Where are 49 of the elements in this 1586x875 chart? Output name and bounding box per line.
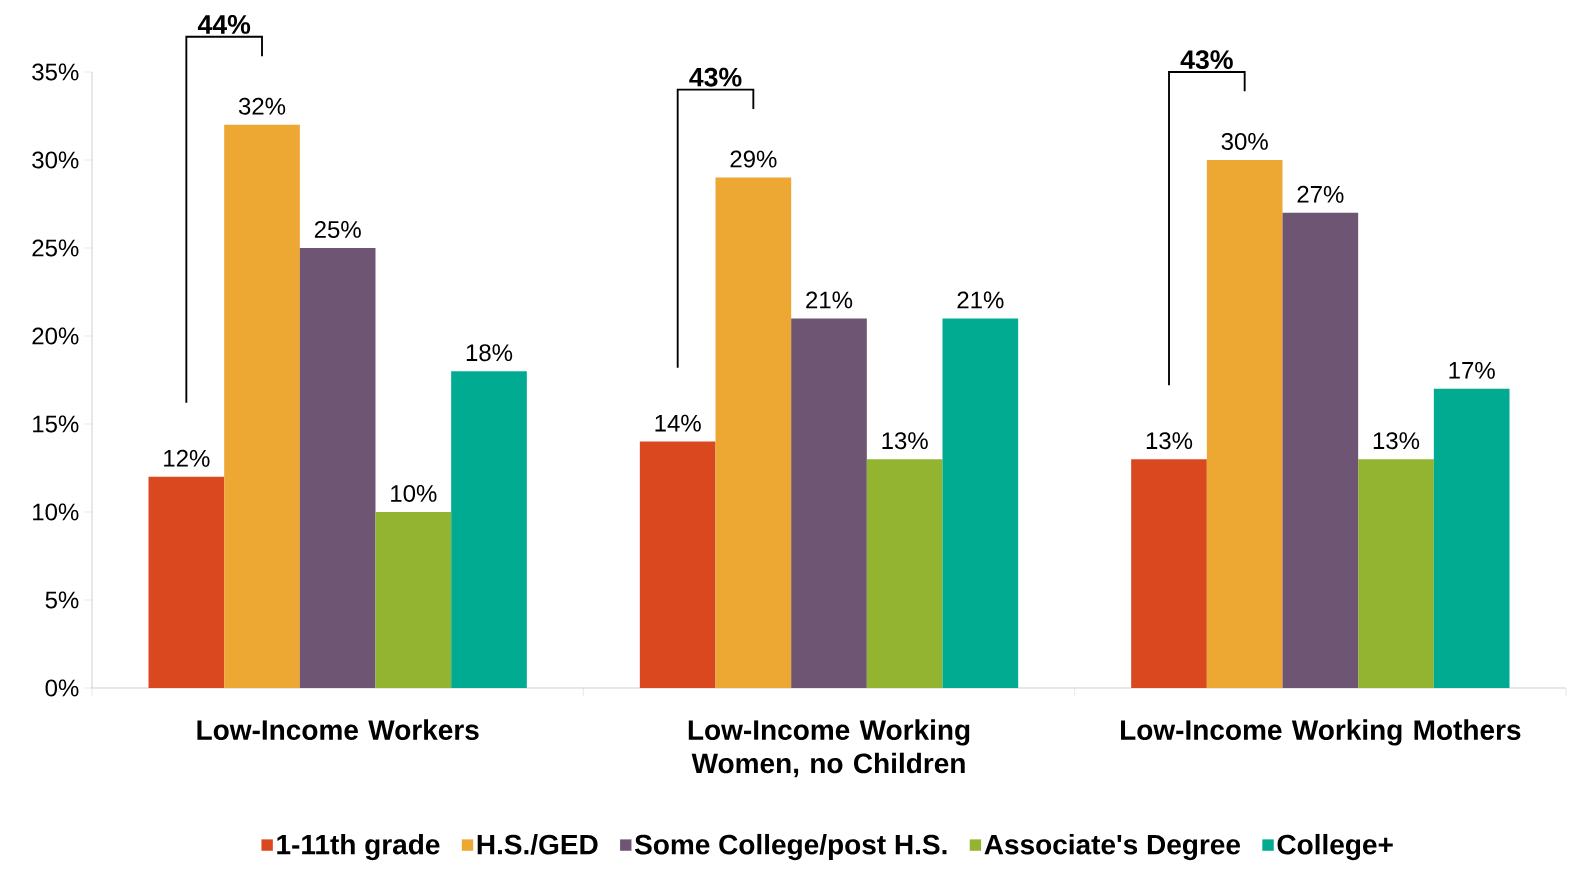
legend-label: Some College/post H.S. xyxy=(634,833,947,861)
data-label: 21% xyxy=(957,291,1004,309)
data-label: 10% xyxy=(391,484,437,502)
y-tick-label: 5% xyxy=(45,591,79,609)
bar xyxy=(866,459,943,688)
bar xyxy=(375,511,452,688)
data-label: 32% xyxy=(238,97,286,115)
y-tick-label: 15% xyxy=(33,415,79,433)
bar xyxy=(942,318,1019,688)
x-tick-label: Low-Income Workers xyxy=(197,719,479,740)
bar xyxy=(1358,459,1434,688)
legend-label: Associate's Degree xyxy=(984,833,1240,861)
x-tick-label: Low-Income Working Women, no Children xyxy=(688,719,970,778)
y-tick-label: 20% xyxy=(32,327,79,345)
legend-label: College+ xyxy=(1277,833,1393,861)
annotation: 43% xyxy=(689,67,742,87)
y-tick-label: 10% xyxy=(33,503,79,521)
data-label: 30% xyxy=(1221,132,1268,150)
data-label: 21% xyxy=(806,291,853,309)
y-tick-label: 0% xyxy=(45,679,79,697)
data-label: 25% xyxy=(314,220,361,238)
bar xyxy=(1131,459,1207,688)
data-label: 29% xyxy=(730,150,777,168)
bar xyxy=(451,371,527,688)
data-label: 18% xyxy=(466,344,513,362)
bar xyxy=(639,441,716,688)
bar xyxy=(1206,160,1283,688)
data-label: 12% xyxy=(164,449,210,467)
x-tick-label: Low-Income Working Mothers xyxy=(1121,719,1521,746)
text: 43% xyxy=(1180,50,1233,70)
bar xyxy=(1433,388,1510,688)
bar xyxy=(1282,212,1359,688)
text: 44% xyxy=(197,15,251,34)
legend-label: H.S./GED xyxy=(477,833,598,855)
legend-label: 1-11th grade xyxy=(277,833,440,861)
data-label: 13% xyxy=(882,432,928,450)
data-label: 13% xyxy=(1146,432,1193,450)
y-tick-label: 35% xyxy=(32,63,79,81)
y-tick-label: 25% xyxy=(32,239,79,257)
bar xyxy=(224,124,300,688)
data-label: 27% xyxy=(1297,185,1344,203)
bar xyxy=(791,318,867,688)
data-label: 14% xyxy=(655,414,701,432)
data-label: 13% xyxy=(1373,432,1420,450)
bar xyxy=(299,247,376,688)
bar xyxy=(715,177,792,688)
data-label: 17% xyxy=(1449,361,1495,379)
bar xyxy=(148,476,225,688)
y-tick-label: 30% xyxy=(32,151,79,169)
